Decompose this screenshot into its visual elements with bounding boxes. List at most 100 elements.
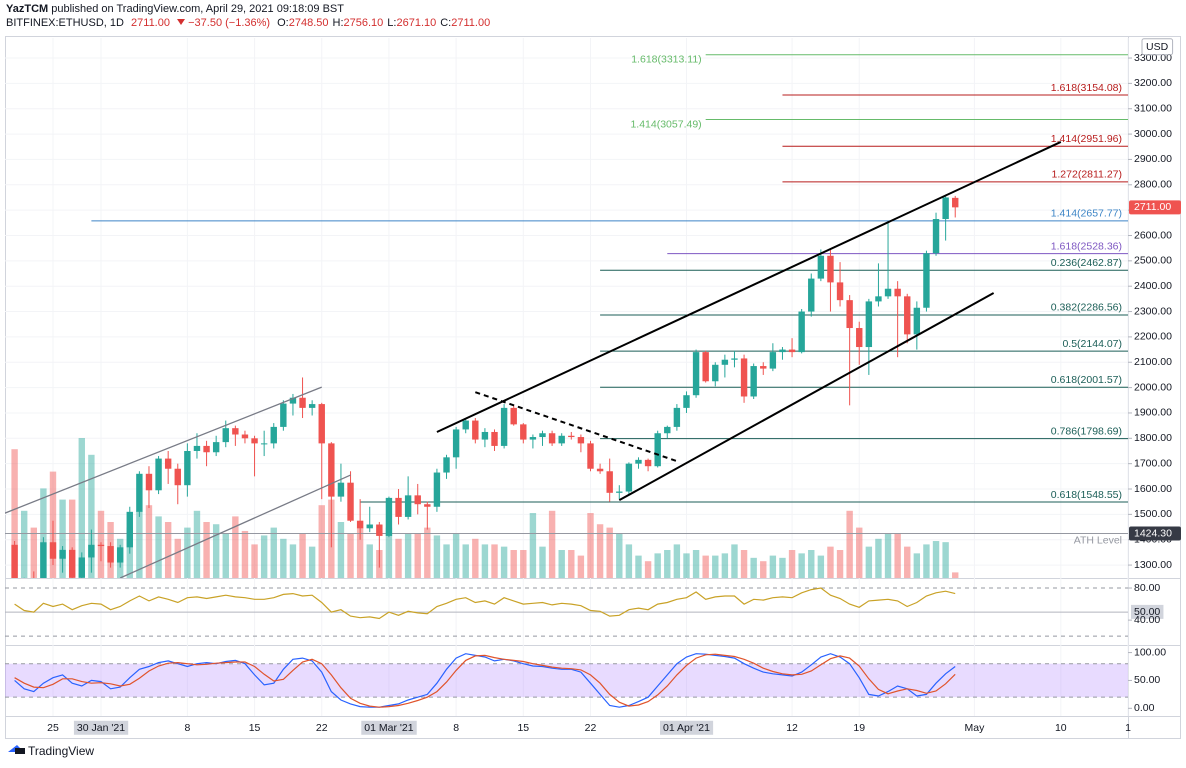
candle-body bbox=[808, 278, 815, 312]
trend-line bbox=[436, 141, 1062, 433]
x-tick-label: 1 bbox=[1125, 722, 1131, 734]
level-label: 0.618(1548.55) bbox=[1051, 489, 1122, 501]
level-label: 0.786(1798.69) bbox=[1051, 425, 1122, 437]
trend-line bbox=[618, 292, 995, 502]
volume-bar bbox=[750, 557, 757, 578]
candle-body bbox=[827, 255, 834, 283]
y-tick-label: 1700.00 bbox=[1134, 457, 1172, 469]
candle-body bbox=[145, 473, 153, 491]
volume-bar bbox=[404, 533, 412, 578]
unit-box bbox=[1141, 38, 1174, 56]
volume-bar bbox=[827, 546, 834, 578]
candle-body bbox=[942, 197, 949, 220]
candle-body bbox=[318, 404, 325, 444]
candle-body bbox=[308, 404, 316, 408]
volume-bar bbox=[232, 516, 239, 578]
volume-bar bbox=[760, 561, 767, 578]
volume-bar bbox=[635, 555, 642, 578]
candle-body bbox=[155, 458, 162, 491]
volume-bar bbox=[817, 555, 825, 578]
price-label-box bbox=[1129, 200, 1181, 215]
volume-bar bbox=[731, 544, 738, 578]
candle-body bbox=[520, 424, 527, 440]
y-tick-label: 3100.00 bbox=[1134, 103, 1172, 115]
byline: published on TradingView.com, April 29, … bbox=[51, 3, 344, 15]
candle-body bbox=[31, 582, 37, 583]
volume-bar bbox=[875, 538, 882, 578]
candle-body bbox=[750, 366, 757, 397]
y-tick-label: 2800.00 bbox=[1134, 179, 1172, 191]
level-label: 0.236(2462.87) bbox=[1051, 257, 1122, 269]
candle-body bbox=[251, 438, 258, 444]
candle-body bbox=[203, 445, 210, 453]
volume-bar bbox=[145, 505, 153, 578]
candle-body bbox=[654, 433, 661, 467]
volume-bar bbox=[721, 553, 729, 578]
indicator-line bbox=[14, 587, 956, 620]
grid bbox=[5, 38, 1129, 716]
volume-bar bbox=[366, 544, 373, 578]
candle-body bbox=[587, 443, 594, 469]
volume-bar bbox=[769, 555, 777, 578]
ohlc-key: O: bbox=[277, 17, 289, 29]
volume-bar bbox=[433, 535, 441, 578]
price-label-box bbox=[1129, 526, 1181, 541]
volume-bar bbox=[712, 555, 719, 578]
volume-bar bbox=[59, 499, 66, 578]
y-tick-label: 3300.00 bbox=[1134, 52, 1172, 64]
y-tick-label: 50.00 bbox=[1134, 606, 1160, 618]
y-tick-label: 50.00 bbox=[1134, 674, 1160, 686]
ohlc-value: 2748.50 bbox=[288, 17, 329, 29]
candle-body bbox=[683, 395, 690, 408]
volume-bar bbox=[808, 550, 815, 578]
volume-bar bbox=[616, 533, 623, 578]
x-tick-label: 15 bbox=[517, 722, 529, 734]
volume-bar bbox=[20, 510, 28, 578]
candle-body bbox=[952, 197, 959, 208]
candle-body bbox=[712, 364, 719, 382]
level-label: 1.272(2811.27) bbox=[1052, 169, 1122, 181]
candle-body bbox=[366, 524, 373, 529]
volume-bar bbox=[222, 533, 229, 578]
candle-body bbox=[212, 442, 220, 453]
x-tick-label: 25 bbox=[47, 722, 59, 734]
candle-body bbox=[462, 420, 469, 430]
author: YazTCM bbox=[6, 3, 49, 15]
price-label: 2711.00 bbox=[1134, 201, 1171, 213]
candle-body bbox=[452, 429, 460, 458]
y-tick-label: 2300.00 bbox=[1134, 305, 1172, 317]
candle-body bbox=[164, 458, 172, 469]
volume-bar bbox=[452, 533, 460, 578]
volume-bar bbox=[664, 550, 671, 578]
candle-body bbox=[548, 433, 556, 444]
x-tick-label: 22 bbox=[316, 722, 328, 734]
candle-body bbox=[376, 524, 383, 536]
candle-body bbox=[443, 457, 450, 473]
volume-bar bbox=[846, 510, 853, 578]
candle-body bbox=[21, 582, 27, 611]
header: YazTCM published on TradingView.com, Apr… bbox=[6, 2, 498, 30]
candle-body bbox=[500, 407, 508, 446]
candle-body bbox=[836, 282, 844, 301]
candle-body bbox=[740, 358, 748, 397]
candle-body bbox=[136, 473, 143, 512]
candle-body bbox=[78, 557, 85, 578]
volume-bar bbox=[894, 533, 901, 578]
volume-bar bbox=[308, 546, 316, 578]
price-pane: 1.618(3313.11) 1.618(3154.08) 1.414(3057.4… bbox=[5, 53, 1128, 611]
x-tick-label: 01 Apr '21 bbox=[663, 722, 710, 734]
level-label: 1.618(2528.36) bbox=[1051, 240, 1122, 252]
level-label: 1.414(2657.77) bbox=[1051, 208, 1122, 220]
candle-body bbox=[241, 434, 249, 439]
x-tick-label: 15 bbox=[249, 722, 261, 734]
volume-bar bbox=[654, 553, 661, 578]
candle-body bbox=[539, 433, 546, 438]
volume-bar bbox=[289, 544, 297, 578]
volume-bar bbox=[683, 553, 690, 578]
volume-bar bbox=[30, 527, 37, 578]
volume-bar bbox=[568, 550, 575, 578]
candle-body bbox=[529, 437, 537, 440]
y-tick-label: 100.00 bbox=[1134, 646, 1166, 658]
ohlc: O:2748.50 H:2756.10 L:2671.10 C:2711.00 bbox=[277, 17, 494, 29]
y-tick-label: 1900.00 bbox=[1134, 407, 1172, 419]
